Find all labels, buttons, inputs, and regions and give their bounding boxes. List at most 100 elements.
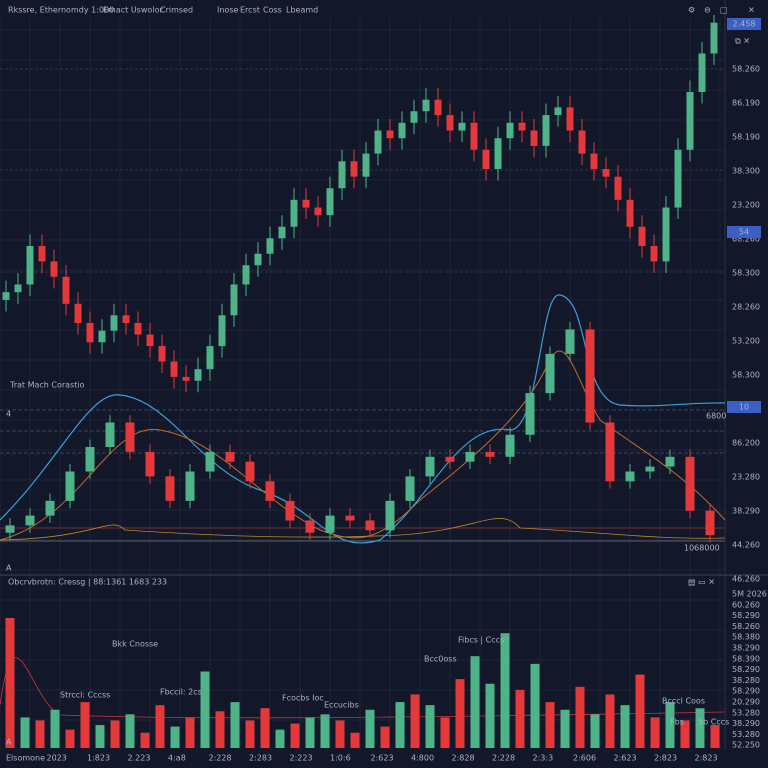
candle-body <box>122 315 130 323</box>
settings-icon[interactable]: ⚙ <box>688 6 695 15</box>
volume-bar <box>380 726 390 748</box>
candle-body <box>125 422 135 452</box>
volume-bar <box>200 671 210 748</box>
date-label: 2:606 <box>573 754 596 763</box>
volume-bar <box>680 720 690 748</box>
candle-body <box>165 476 175 501</box>
volume-label: 58.260 <box>732 622 760 631</box>
volume-bar <box>515 689 525 748</box>
price-badge-label: 10 <box>739 403 749 412</box>
date-label: 2:623 <box>371 754 394 763</box>
pane-button[interactable]: ▤ ▭ ✕ <box>688 578 715 587</box>
candle-body <box>362 153 370 177</box>
restore-icon[interactable]: □ <box>720 6 728 15</box>
price-label: 68.260 <box>732 235 760 244</box>
candle-body <box>505 434 515 457</box>
candle-body <box>710 22 718 54</box>
window-button[interactable]: ⧉ ✕ <box>735 37 750 46</box>
candle-body <box>105 422 115 447</box>
price-label: 38.290 <box>732 507 760 516</box>
candle-body <box>525 393 535 435</box>
candle-body <box>5 525 15 533</box>
volume-bar <box>80 702 90 748</box>
volume-bar <box>305 717 315 748</box>
candle-body <box>686 92 694 150</box>
price-label: 58.260 <box>732 65 760 74</box>
volume-bar <box>50 709 60 748</box>
annotation: 5b Cccs <box>698 718 729 727</box>
volume-bar <box>710 725 720 748</box>
moving-average <box>0 350 726 541</box>
candle-body <box>585 329 595 423</box>
volume-bar <box>185 717 195 748</box>
price-label: 58.300 <box>732 269 760 278</box>
candle-body <box>326 188 334 216</box>
candle-body <box>374 130 382 154</box>
candle-body <box>85 447 95 472</box>
volume-bar <box>230 702 240 748</box>
volume-label: 58.290 <box>732 665 760 674</box>
grid <box>0 18 725 750</box>
candle-body <box>314 207 322 216</box>
volume-label: 20.290 <box>732 698 760 707</box>
volume-bar <box>425 705 435 748</box>
price-badge <box>727 401 761 413</box>
date-label: 2:828 <box>452 754 475 763</box>
price-label: 38.300 <box>732 167 760 176</box>
candle-body <box>674 149 682 208</box>
volume-bar <box>440 717 450 748</box>
candle-body <box>62 276 70 304</box>
candle-body <box>158 346 166 362</box>
date-label: 2:283 <box>249 754 272 763</box>
candle-body <box>278 226 286 239</box>
toolbar-item[interactable]: Coss <box>263 6 282 15</box>
candle-body <box>242 265 250 285</box>
annotation: Fcocbs Ioc <box>282 694 324 703</box>
candle-body <box>50 261 58 277</box>
price-label: 46.260 <box>732 575 760 584</box>
volume-label: 58.290 <box>732 611 760 620</box>
volume-bar <box>410 694 420 748</box>
volume-bar <box>695 708 705 748</box>
volume-bar <box>365 709 375 748</box>
volume-bar <box>545 702 555 748</box>
volume-bar <box>215 711 225 748</box>
candle-body <box>25 515 35 526</box>
price-tag: 6800 <box>706 412 726 421</box>
date-label: Elsomone <box>6 754 45 763</box>
candle-body <box>645 466 655 472</box>
price-badge <box>727 18 761 30</box>
candle-body <box>146 334 154 347</box>
candle-body <box>614 176 622 200</box>
candle-body <box>485 451 495 457</box>
date-label: 1:823 <box>87 754 110 763</box>
candle-body <box>662 207 670 262</box>
volume-bar <box>335 720 345 748</box>
close-icon[interactable]: ✕ <box>748 6 755 15</box>
toolbar-item[interactable]: Ercst <box>240 6 260 15</box>
date-label: 2:228 <box>209 754 232 763</box>
volume-bar <box>650 717 660 748</box>
candle-body <box>302 199 310 208</box>
moving-average-slow <box>0 518 726 541</box>
minimize-icon[interactable]: ⊖ <box>704 6 711 15</box>
candle-body <box>554 107 562 116</box>
candle-body <box>245 461 255 482</box>
toolbar-item[interactable]: Lbeamd <box>286 6 318 15</box>
annotation: Fbccil: 2cs <box>160 688 202 697</box>
toolbar-item[interactable]: Inose <box>217 6 238 15</box>
candle-body <box>194 369 202 381</box>
volume-bar <box>5 617 15 748</box>
candle-body <box>542 115 550 146</box>
price-tag: 1068000 <box>684 544 720 553</box>
candle-body <box>530 130 538 146</box>
candle-body <box>290 199 298 227</box>
candle-body <box>265 481 275 501</box>
candle-body <box>254 253 262 266</box>
annotation: Bcccl Coos <box>662 697 705 706</box>
date-label: 2:623 <box>614 754 637 763</box>
toolbar-item[interactable]: Emact Uswolor <box>103 6 163 15</box>
candle-body <box>134 323 142 335</box>
toolbar-item[interactable]: Crimsed <box>160 6 193 15</box>
candle-body <box>365 520 375 531</box>
